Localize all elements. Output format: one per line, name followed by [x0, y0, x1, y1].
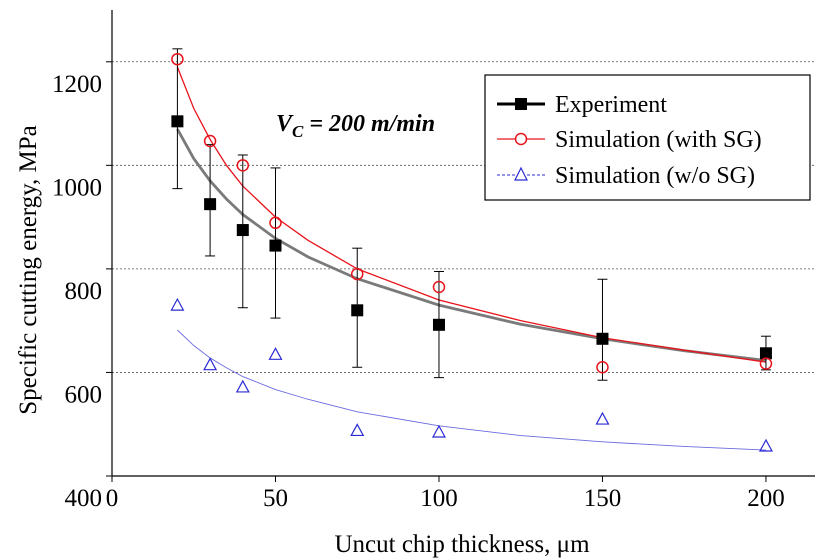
- y-axis-label: Specific cutting energy, MPa: [15, 125, 42, 415]
- point-sim-without-sg-50: [268, 347, 283, 360]
- point-sim-with-sg-100: [432, 280, 446, 294]
- legend-marker-experiment: [515, 98, 527, 110]
- legend-item-sim-with-sg: Simulation (with SG): [497, 127, 762, 153]
- x-tick-label-200: 200: [747, 485, 785, 512]
- annotation-sub: C: [292, 122, 304, 141]
- fit-curve-series-2: [177, 329, 766, 451]
- legend-label-sim-with-sg: Simulation (with SG): [555, 127, 762, 153]
- point-sim-without-sg-200: [758, 438, 773, 452]
- x-axis-label: Uncut chip thickness, μm: [334, 531, 590, 558]
- point-experiment-20: [171, 115, 184, 128]
- point-sim-with-sg-200: [759, 357, 773, 370]
- y-tick-label-1000: 1000: [52, 174, 102, 201]
- point-experiment-30: [204, 198, 217, 211]
- point-sim-without-sg-150: [595, 411, 610, 425]
- point-sim-without-sg-100: [431, 424, 446, 438]
- point-sim-with-sg-150: [596, 361, 609, 374]
- annotation-rest: = 200 m/min: [303, 111, 435, 137]
- legend-item-experiment: Experiment: [497, 92, 667, 118]
- point-sim-with-sg-50: [269, 216, 282, 230]
- x-tick-label-0: 0: [106, 485, 119, 512]
- point-experiment-75: [351, 304, 364, 317]
- point-sim-without-sg-20: [170, 297, 185, 311]
- point-sim-without-sg-40: [235, 379, 250, 393]
- point-sim-without-sg-75: [350, 423, 365, 437]
- legend-label-experiment: Experiment: [555, 92, 667, 118]
- y-tick-label-400: 400: [65, 485, 103, 512]
- legend-box: [484, 74, 811, 201]
- point-experiment-100: [432, 318, 445, 331]
- legend-item-sim-without-sg: Simulation (w/o SG): [497, 163, 755, 189]
- legend-label-sim-without-sg: Simulation (w/o SG): [555, 163, 755, 189]
- x-tick-label-150: 150: [584, 485, 622, 512]
- point-sim-without-sg-30: [203, 357, 218, 371]
- tick-labels: 0 50 100 150 200 400 600 800 1000 1200: [52, 71, 785, 512]
- y-tick-label-800: 800: [65, 278, 103, 305]
- y-tick-label-600: 600: [65, 381, 103, 408]
- point-experiment-150: [596, 332, 609, 345]
- point-experiment-200: [759, 347, 772, 360]
- y-tick-label-1200: 1200: [52, 71, 102, 98]
- point-experiment-50: [269, 239, 282, 252]
- speed-annotation: VC = 200 m/min: [276, 111, 435, 141]
- point-experiment-40: [236, 224, 249, 237]
- point-sim-with-sg-40: [236, 159, 250, 172]
- legend-marker-sim-without-sg: [514, 166, 528, 181]
- point-sim-with-sg-30: [203, 134, 217, 148]
- x-tick-label-100: 100: [420, 485, 458, 512]
- x-tick-label-50: 50: [263, 485, 288, 512]
- legend-marker-sim-with-sg: [514, 132, 528, 146]
- legend: Experiment Simulation (with SG) Simulati…: [484, 74, 811, 201]
- point-sim-with-sg-20: [171, 52, 184, 66]
- annotation-v: V: [276, 111, 294, 137]
- axes: [106, 10, 815, 482]
- data-markers: [170, 52, 773, 452]
- point-sim-with-sg-75: [350, 267, 364, 281]
